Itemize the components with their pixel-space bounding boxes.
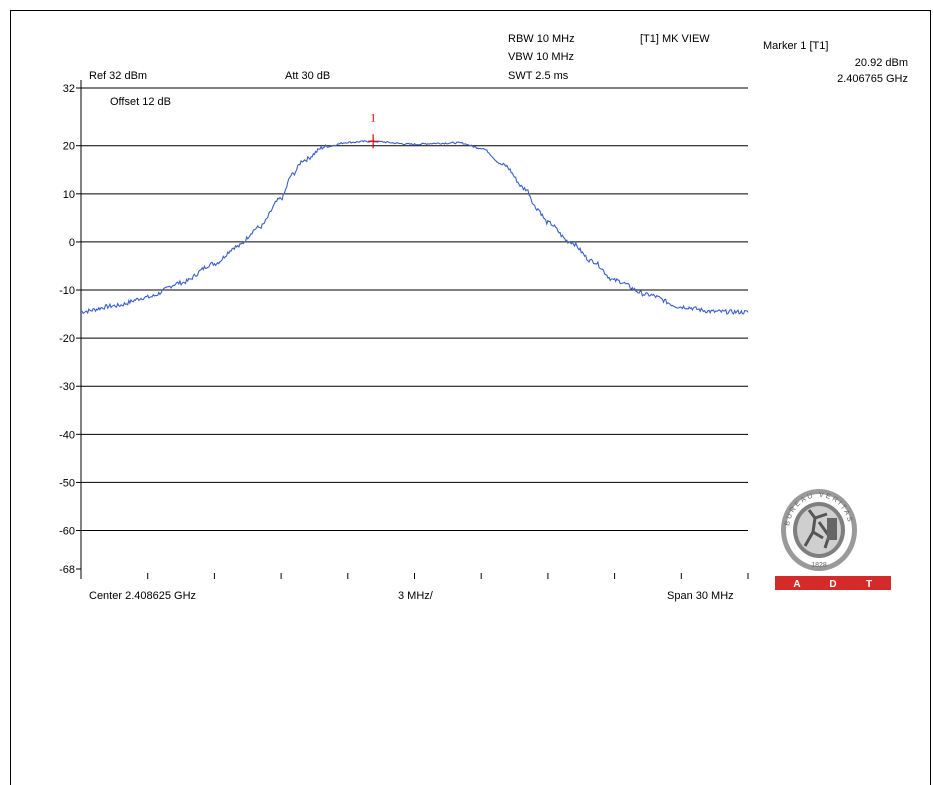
grid [81,87,748,532]
bureau-veritas-adt-logo: BUREAU VERITAS 1828 A D T [775,489,891,590]
marker-1: 1 [368,110,379,149]
per-division-label: 3 MHz/ [398,590,433,602]
swt-label: SWT 2.5 ms [508,70,569,82]
vbw-label: VBW 10 MHz [508,51,575,63]
y-tick-label-2: 10 [63,189,75,201]
logo-year: 1828 [811,562,827,569]
marker-1-label: 1 [370,110,376,124]
y-tick-label-6: -30 [59,381,75,393]
attenuation-label: Att 30 dB [285,70,331,82]
analyzer-frame [10,10,931,785]
y-tick-label-7: -40 [59,429,75,441]
logo-letter-d: D [829,579,836,590]
y-tick-label-5: -20 [59,333,75,345]
ref-level-label: Ref 32 dBm [89,70,148,82]
x-axis [80,573,749,579]
y-tick-label-10: -68 [59,564,75,576]
spectrum-trace [80,139,749,315]
logo-letter-t: T [866,579,872,590]
marker-frequency: 2.406765 GHz [837,73,908,85]
rbw-label: RBW 10 MHz [508,33,575,45]
marker-level: 20.92 dBm [854,57,908,69]
y-tick-label-9: -60 [59,526,75,538]
y-tick-label-4: -10 [59,285,75,297]
y-tick-label-1: 20 [63,141,75,153]
trace-mode-label: [T1] MK VIEW [640,33,710,45]
span-label: Span 30 MHz [667,590,734,602]
y-axis: 32 20 10 0 -10 -20 -30 -40 -50 -60 -68 [59,80,82,579]
offset-label: Offset 12 dB [110,96,171,108]
y-tick-label-0: 32 [63,83,75,95]
logo-letter-a: A [793,579,800,590]
marker-title: Marker 1 [T1] [763,40,829,52]
y-tick-label-8: -50 [59,477,75,489]
y-tick-label-3: 0 [69,237,75,249]
center-frequency-label: Center 2.408625 GHz [89,590,197,602]
